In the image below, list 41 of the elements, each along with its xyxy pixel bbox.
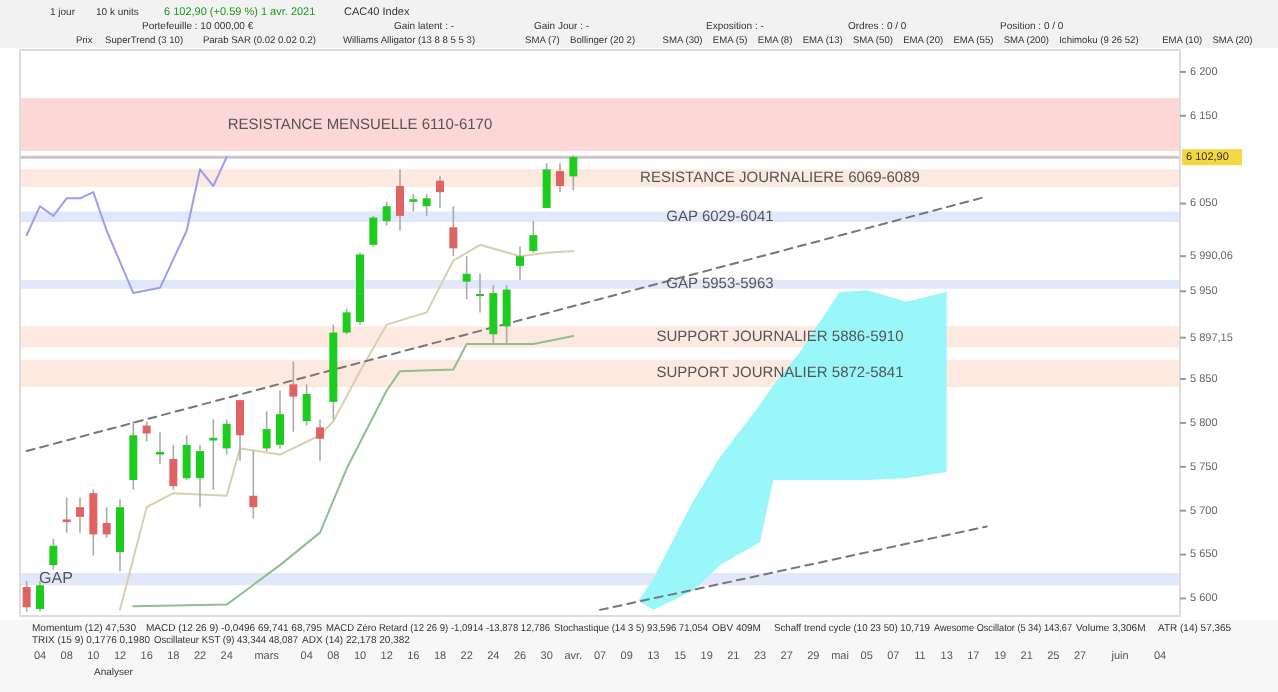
candlestick (62, 496, 71, 534)
band-label: GAP (39, 569, 73, 588)
line-series (25, 156, 228, 295)
candlestick (342, 308, 351, 336)
candlestick (76, 496, 84, 534)
candlestick (196, 444, 204, 508)
candlestick (22, 580, 31, 613)
candlestick (436, 175, 444, 209)
candlestick (116, 498, 124, 573)
candlestick (156, 430, 164, 465)
candlestick (182, 434, 191, 481)
candlestick (542, 162, 551, 209)
candlestick (129, 420, 138, 491)
line-series (119, 243, 575, 611)
candlestick (102, 506, 111, 539)
candlestick (369, 215, 378, 248)
candlestick (489, 284, 498, 345)
candlestick (249, 450, 258, 520)
candlestick (262, 410, 271, 452)
candlestick (89, 488, 98, 557)
candlestick (396, 168, 404, 232)
candlestick (476, 272, 484, 314)
candlestick (316, 418, 324, 462)
candlestick (382, 201, 391, 227)
candlestick (529, 220, 538, 254)
candlestick (222, 418, 231, 456)
candlestick (289, 360, 298, 433)
candlestick (236, 399, 244, 462)
candlestick (49, 537, 58, 571)
candlestick (36, 580, 44, 613)
candlestick (462, 255, 471, 301)
candlestick (556, 162, 564, 193)
candlestick (502, 284, 511, 345)
candlestick (422, 193, 431, 217)
candlestick (569, 154, 578, 192)
candlestick (516, 245, 524, 281)
candlestick (449, 205, 458, 258)
candlestick (276, 389, 284, 450)
line-series (132, 335, 575, 608)
candlestick (302, 383, 311, 427)
candlestick (169, 444, 178, 491)
